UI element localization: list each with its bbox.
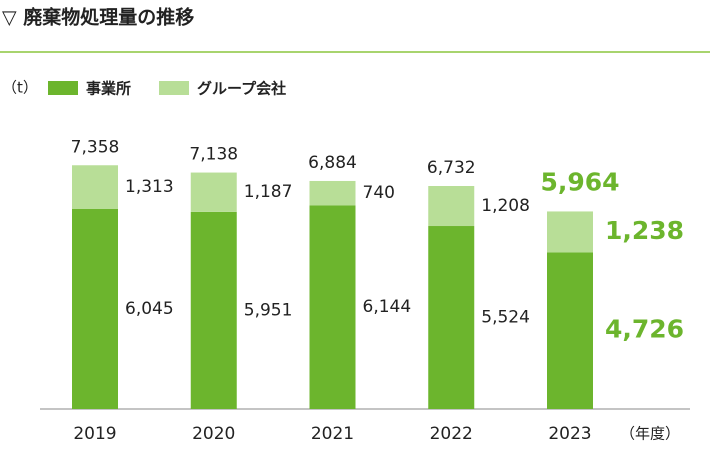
x-tick-label: 2020 [192,424,235,444]
bar-segment [428,226,475,409]
x-tick-label: 2021 [311,424,354,444]
bar-segment [72,208,118,409]
value-label: 5,951 [244,300,293,320]
total-label: 5,964 [540,167,619,196]
total-label: 7,138 [189,145,238,165]
x-tick-label: 2022 [430,424,473,444]
value-label: 1,208 [481,196,530,216]
legend-label: グループ会社 [197,80,286,98]
value-label: 5,524 [481,308,530,328]
x-unit-label: （年度） [620,425,680,443]
legend-label: 事業所 [86,80,131,98]
total-label: 6,732 [427,158,476,178]
chart-title: ▽ 廃棄物処理量の推移 [2,6,194,29]
bar-segment [190,211,237,409]
value-label: 1,238 [605,216,684,245]
unit-label: （t） [2,79,38,97]
bar-segment [309,205,356,409]
legend-swatch [48,81,78,95]
value-label: 6,045 [125,299,174,319]
bar-segment [309,180,356,206]
legend-swatch [159,81,190,95]
bar-segment [190,172,237,212]
total-label: 6,884 [308,153,357,173]
x-tick-label: 2019 [73,424,116,444]
total-label: 7,358 [71,137,120,157]
value-label: 1,187 [244,182,293,202]
value-label: 740 [363,183,395,203]
value-label: 1,313 [125,177,174,197]
bar-segment [428,186,475,227]
value-label: 6,144 [363,297,412,317]
bar-segment [547,252,593,409]
x-tick-label: 2023 [548,424,591,444]
value-label: 4,726 [605,315,684,344]
bar-segment [547,211,593,253]
bar-segment [72,165,118,209]
